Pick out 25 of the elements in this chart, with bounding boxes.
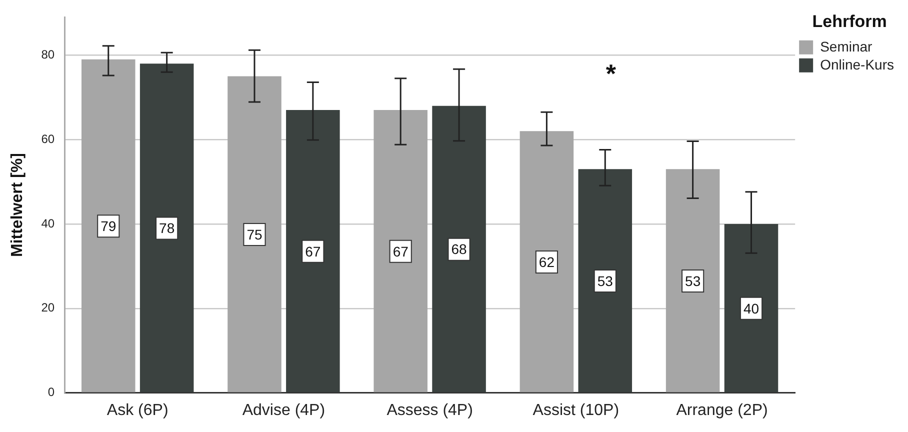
legend-label: Seminar <box>820 38 873 54</box>
x-tick-label: Arrange (2P) <box>676 402 768 419</box>
data-label: 75 <box>246 226 262 242</box>
legend-title: Lehrform <box>812 12 887 32</box>
y-tick-label: 0 <box>48 385 55 400</box>
data-label: 78 <box>159 220 175 236</box>
x-tick-label: Assess (4P) <box>386 402 473 419</box>
x-tick-label: Advise (4P) <box>242 402 326 419</box>
y-tick-label: 20 <box>41 300 55 315</box>
y-axis-title: Mittelwert [%] <box>9 153 26 257</box>
y-tick-label: 40 <box>41 216 55 230</box>
data-label: 40 <box>743 300 760 316</box>
annotation: * <box>606 58 617 88</box>
legend-label: Online-Kurs <box>820 56 894 72</box>
y-tick-label: 80 <box>41 47 55 62</box>
y-tick-label: 60 <box>41 132 55 146</box>
data-label: 62 <box>538 254 555 270</box>
data-label: 53 <box>597 272 614 289</box>
data-label: 67 <box>305 243 321 260</box>
data-label: 68 <box>451 241 468 258</box>
x-tick-label: Assist (10P) <box>532 402 620 419</box>
data-label: 53 <box>685 272 701 289</box>
data-label: 67 <box>392 243 409 260</box>
x-tick-label: Ask (6P) <box>106 402 168 419</box>
data-label: 79 <box>100 218 116 234</box>
